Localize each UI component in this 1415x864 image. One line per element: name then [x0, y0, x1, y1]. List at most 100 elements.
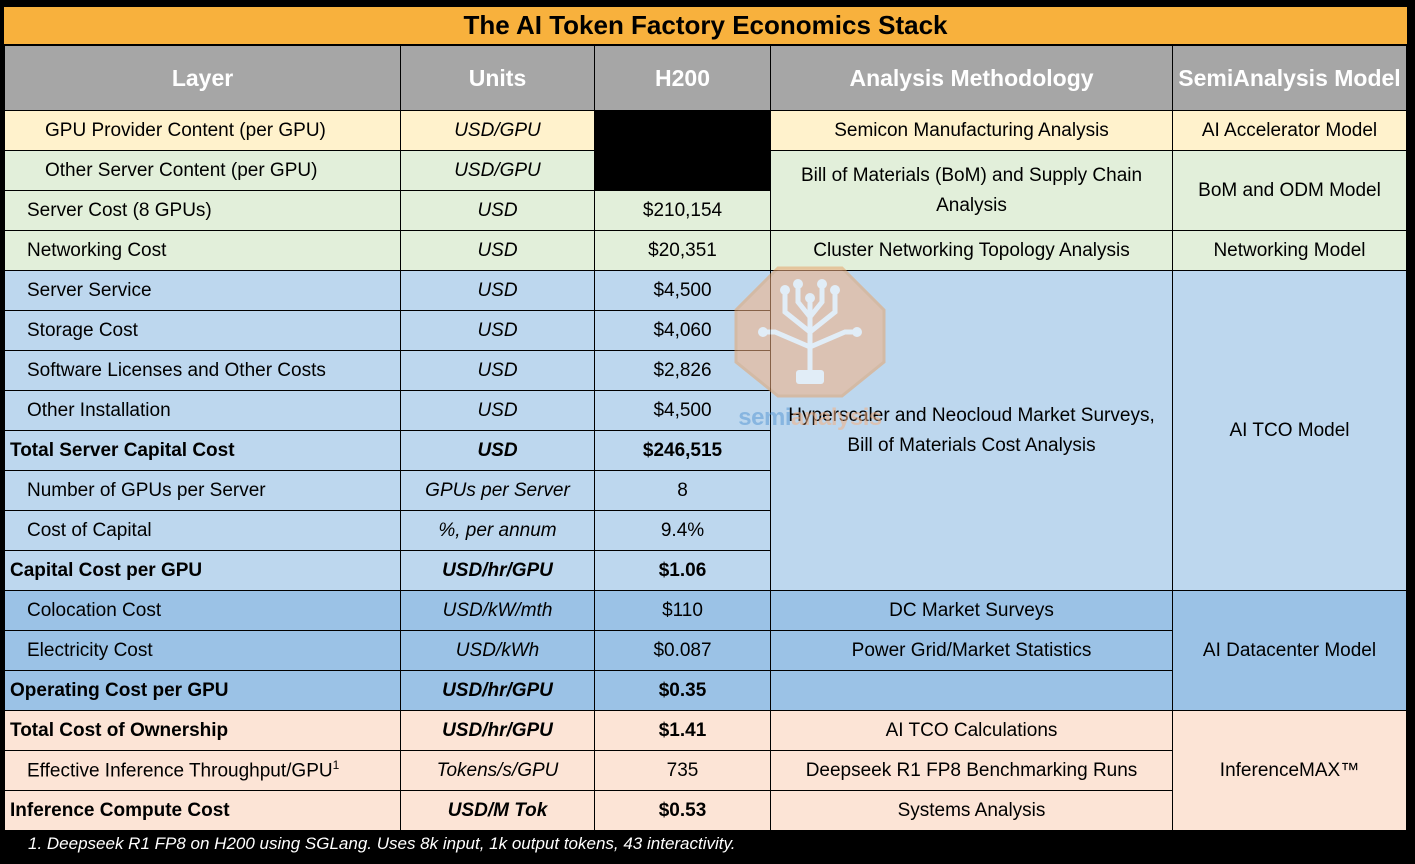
row-value: 8 — [595, 471, 770, 510]
row-units: USD — [401, 191, 594, 230]
row-value: $210,154 — [595, 191, 770, 230]
table-row: Inference Compute Cost USD/M Tok $0.53 S… — [5, 791, 1406, 830]
row-layer: Networking Cost — [5, 231, 400, 270]
row-layer: Capital Cost per GPU — [5, 551, 400, 590]
redacted-value — [595, 151, 770, 190]
footnote-marker: 1 — [332, 758, 340, 773]
row-units: USD/M Tok — [401, 791, 594, 830]
row-units: USD — [401, 431, 594, 470]
row-units: USD/hr/GPU — [401, 671, 594, 710]
row-units: USD — [401, 271, 594, 310]
economics-table: Layer Units H200 Analysis Methodology Se… — [4, 45, 1407, 831]
row-units: USD/kWh — [401, 631, 594, 670]
row-layer: Operating Cost per GPU — [5, 671, 400, 710]
row-units: USD — [401, 351, 594, 390]
table-row: GPU Provider Content (per GPU) USD/GPU S… — [5, 111, 1406, 150]
methodology-cell-empty — [771, 671, 1172, 710]
row-layer: Server Service — [5, 271, 400, 310]
header-units: Units — [401, 46, 594, 110]
table-row: Colocation Cost USD/kW/mth $110 DC Marke… — [5, 591, 1406, 710]
row-value: 9.4% — [595, 511, 770, 550]
row-value: $20,351 — [595, 231, 770, 270]
methodology-surveys-line2: Bill of Materials Cost Analysis — [847, 434, 1096, 456]
table-row: Other Server Content (per GPU) USD/GPU B… — [5, 151, 1406, 230]
footnote: 1. Deepseek R1 FP8 on H200 using SGLang.… — [28, 834, 736, 853]
row-layer: Colocation Cost — [5, 591, 400, 630]
row-value: $4,060 — [595, 311, 770, 350]
row-layer: Effective Inference Throughput/GPU — [27, 760, 333, 782]
model-cell: BoM and ODM Model — [1173, 151, 1406, 230]
methodology-surveys-line1: Hyperscaler and Neocloud Market Surveys, — [788, 404, 1155, 426]
table-row: Software Licenses and Other Costs USD $2… — [5, 351, 1406, 390]
methodology-cell: DC Market Surveys — [771, 591, 1172, 630]
row-layer: Storage Cost — [5, 311, 400, 350]
methodology-cell-surveys: Hyperscaler and Neocloud Market Surveys,… — [771, 271, 1172, 590]
methodology-cell: Systems Analysis — [771, 791, 1172, 830]
table-row: Operating Cost per GPU USD/hr/GPU $0.35 — [5, 671, 1406, 710]
row-value: $4,500 — [595, 391, 770, 430]
model-cell: Networking Model — [1173, 231, 1406, 270]
table-frame: The AI Token Factory Economics Stack Lay… — [4, 7, 1407, 831]
header-methodology: Analysis Methodology — [771, 46, 1172, 110]
table-row: Cost of Capital %, per annum 9.4% — [5, 511, 1406, 550]
row-units: USD — [401, 311, 594, 350]
row-units: USD/hr/GPU — [401, 711, 594, 750]
row-layer: Other Server Content (per GPU) — [5, 151, 400, 190]
row-units: USD — [401, 231, 594, 270]
methodology-cell: Bill of Materials (BoM) and Supply Chain… — [771, 151, 1172, 230]
methodology-cell: Semicon Manufacturing Analysis — [771, 111, 1172, 150]
row-units: USD/GPU — [401, 151, 594, 190]
methodology-cell: Deepseek R1 FP8 Benchmarking Runs — [771, 751, 1172, 790]
row-layer: Electricity Cost — [5, 631, 400, 670]
row-value: $0.53 — [595, 791, 770, 830]
methodology-cell: Cluster Networking Topology Analysis — [771, 231, 1172, 270]
row-units: USD/GPU — [401, 111, 594, 150]
table-row: Total Server Capital Cost USD $246,515 — [5, 431, 1406, 470]
row-value: $1.41 — [595, 711, 770, 750]
header-layer: Layer — [5, 46, 400, 110]
header-model: SemiAnalysis Model — [1173, 46, 1406, 110]
row-units: GPUs per Server — [401, 471, 594, 510]
methodology-cell: AI TCO Calculations — [771, 711, 1172, 750]
table-row: Number of GPUs per Server GPUs per Serve… — [5, 471, 1406, 510]
table-row: Total Cost of Ownership USD/hr/GPU $1.41… — [5, 711, 1406, 830]
row-layer: Total Server Capital Cost — [5, 431, 400, 470]
row-value: $246,515 — [595, 431, 770, 470]
row-units: Tokens/s/GPU — [401, 751, 594, 790]
row-value: $0.087 — [595, 631, 770, 670]
row-value: $2,826 — [595, 351, 770, 390]
table-row: Other Installation USD $4,500 — [5, 391, 1406, 430]
header-row: Layer Units H200 Analysis Methodology Se… — [5, 46, 1406, 110]
model-cell: AI TCO Model — [1173, 271, 1406, 590]
row-layer: Cost of Capital — [5, 511, 400, 550]
row-value: $110 — [595, 591, 770, 630]
table-row: Electricity Cost USD/kWh $0.087 Power Gr… — [5, 631, 1406, 670]
model-cell: AI Accelerator Model — [1173, 111, 1406, 150]
row-layer: GPU Provider Content (per GPU) — [5, 111, 400, 150]
table-row: Server Service USD $4,500 Hyperscaler an… — [5, 271, 1406, 590]
header-h200: H200 — [595, 46, 770, 110]
methodology-cell: Power Grid/Market Statistics — [771, 631, 1172, 670]
redacted-value — [595, 111, 770, 150]
table-row: Networking Cost USD $20,351 Cluster Netw… — [5, 231, 1406, 270]
row-layer: Other Installation — [5, 391, 400, 430]
table-row: Capital Cost per GPU USD/hr/GPU $1.06 — [5, 551, 1406, 590]
table-title: The AI Token Factory Economics Stack — [4, 7, 1407, 44]
row-value: 735 — [595, 751, 770, 790]
row-layer: Software Licenses and Other Costs — [5, 351, 400, 390]
row-layer: Server Cost (8 GPUs) — [5, 191, 400, 230]
row-value: $1.06 — [595, 551, 770, 590]
row-value: $4,500 — [595, 271, 770, 310]
row-layer-with-footnote: Effective Inference Throughput/GPU1 — [5, 751, 400, 790]
model-cell: InferenceMAX™ — [1173, 711, 1406, 830]
row-units: %, per annum — [401, 511, 594, 550]
table-row: Effective Inference Throughput/GPU1 Toke… — [5, 751, 1406, 790]
model-cell: AI Datacenter Model — [1173, 591, 1406, 710]
row-value: $0.35 — [595, 671, 770, 710]
row-units: USD/kW/mth — [401, 591, 594, 630]
row-units: USD/hr/GPU — [401, 551, 594, 590]
table-row: Server Cost (8 GPUs) USD $210,154 — [5, 191, 1406, 230]
row-layer: Total Cost of Ownership — [5, 711, 400, 750]
row-layer: Number of GPUs per Server — [5, 471, 400, 510]
row-units: USD — [401, 391, 594, 430]
